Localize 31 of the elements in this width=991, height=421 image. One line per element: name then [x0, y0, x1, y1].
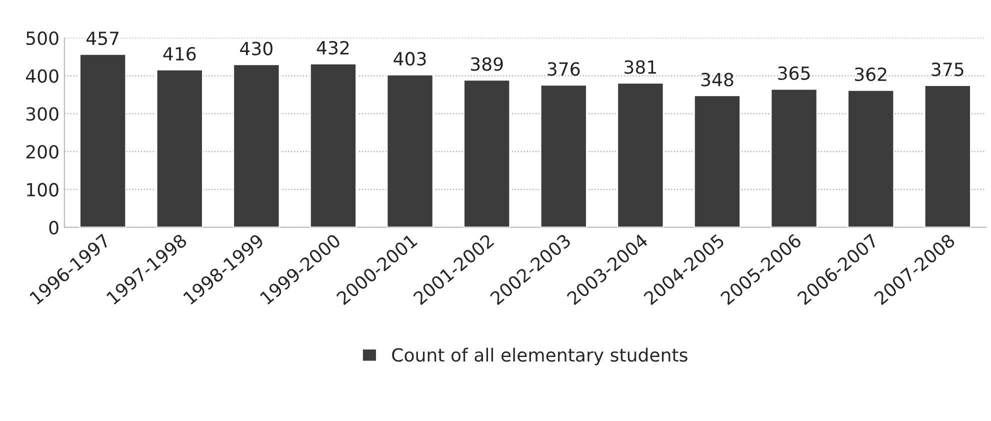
bar: [386, 74, 434, 228]
data-label: 348: [701, 72, 734, 86]
data-label: 376: [548, 62, 580, 76]
y-tick-label: 0: [49, 220, 58, 234]
data-label: 389: [470, 57, 503, 71]
bar: [694, 94, 741, 228]
bar: [847, 89, 895, 228]
y-tick-label: 100: [27, 182, 58, 197]
bar: [309, 62, 357, 228]
data-label: 403: [394, 52, 426, 66]
legend-label: Count of all elementary students: [392, 348, 688, 366]
y-tick-label: 200: [26, 145, 58, 159]
bar: [156, 69, 204, 228]
data-label: 432: [316, 40, 349, 55]
data-label: 416: [163, 47, 196, 61]
bar: [924, 84, 972, 228]
bar: [232, 64, 280, 228]
y-tick-label: 400: [26, 69, 58, 83]
data-label: 381: [624, 60, 656, 74]
y-tick-label: 300: [26, 107, 58, 121]
bar: [770, 88, 818, 228]
bar: [616, 82, 664, 228]
bar: [463, 79, 511, 228]
data-label: 362: [854, 67, 886, 82]
y-tick-label: 500: [26, 31, 58, 46]
data-label: 430: [240, 42, 272, 56]
data-label: 365: [778, 66, 810, 80]
bar: [540, 84, 588, 228]
bar: [79, 53, 127, 228]
data-label: 457: [86, 32, 119, 46]
data-label: 375: [932, 62, 964, 76]
